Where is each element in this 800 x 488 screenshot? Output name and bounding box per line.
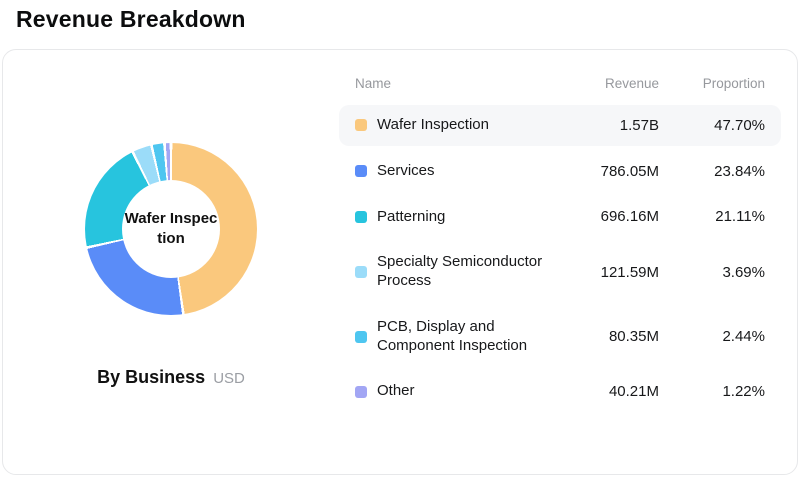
table-row[interactable]: Services 786.05M 23.84%: [339, 151, 781, 192]
row-name-cell: PCB, Display and Component Inspection: [355, 318, 547, 356]
chart-caption: By Business USD: [97, 367, 245, 388]
row-name-cell: Services: [355, 162, 547, 181]
table-row[interactable]: Wafer Inspection 1.57B 47.70%: [339, 105, 781, 146]
row-proportion: 2.44%: [722, 328, 765, 345]
row-name: Other: [377, 382, 415, 400]
table-row[interactable]: Patterning 696.16M 21.11%: [339, 197, 781, 238]
donut-chart[interactable]: Wafer Inspection: [85, 142, 257, 315]
series-color-swatch: [355, 330, 367, 343]
col-header-name: Name: [355, 76, 392, 91]
donut-center: Wafer Inspection: [122, 179, 220, 278]
row-proportion: 3.69%: [722, 263, 765, 281]
table-row[interactable]: Specialty Semiconductor Process 121.59M …: [339, 242, 781, 302]
chart-caption-title: By Business: [97, 366, 206, 387]
series-color-swatch: [355, 266, 367, 278]
row-name: Wafer Inspection: [377, 116, 489, 133]
row-name-cell: Specialty Semiconductor Process: [355, 253, 547, 291]
series-color-swatch: [355, 385, 367, 398]
series-color-swatch: [355, 119, 367, 132]
row-proportion: 21.11%: [715, 208, 765, 226]
series-color-swatch: [355, 210, 367, 223]
row-revenue: 80.35M: [608, 328, 659, 345]
row-revenue: 121.59M: [600, 263, 659, 281]
row-name-cell: Wafer Inspection: [355, 116, 547, 135]
row-name: Patterning: [377, 207, 446, 225]
row-revenue: 1.57B: [619, 116, 659, 134]
series-color-swatch: [355, 165, 367, 178]
row-revenue: 786.05M: [600, 162, 659, 180]
table-row[interactable]: Other 40.21M 1.22%: [339, 371, 781, 412]
row-revenue: 40.21M: [608, 383, 659, 401]
col-header-proportion: Proportion: [702, 76, 765, 91]
row-name: PCB, Display and Component Inspection: [377, 317, 528, 354]
col-header-revenue: Revenue: [604, 76, 659, 91]
breakdown-table: Name Revenue Proportion Wafer Inspection…: [339, 50, 797, 474]
row-name-cell: Other: [355, 382, 547, 401]
page-title: Revenue Breakdown: [16, 6, 246, 32]
row-name: Services: [377, 161, 435, 179]
row-name: Specialty Semiconductor Process: [377, 253, 543, 289]
donut-center-label: Wafer Inspection: [124, 210, 218, 247]
row-proportion: 47.70%: [714, 116, 765, 134]
row-proportion: 23.84%: [714, 162, 765, 180]
chart-caption-unit: USD: [213, 369, 245, 387]
revenue-card: Wafer Inspection By Business USD Name Re…: [2, 49, 798, 475]
table-header: Name Revenue Proportion: [339, 76, 781, 105]
row-revenue: 696.16M: [600, 208, 659, 226]
chart-pane: Wafer Inspection By Business USD: [3, 50, 339, 474]
table-body: Wafer Inspection 1.57B 47.70% Services 7…: [339, 105, 781, 417]
row-name-cell: Patterning: [355, 208, 547, 227]
table-row[interactable]: PCB, Display and Component Inspection 80…: [339, 307, 781, 367]
row-proportion: 1.22%: [722, 383, 765, 401]
